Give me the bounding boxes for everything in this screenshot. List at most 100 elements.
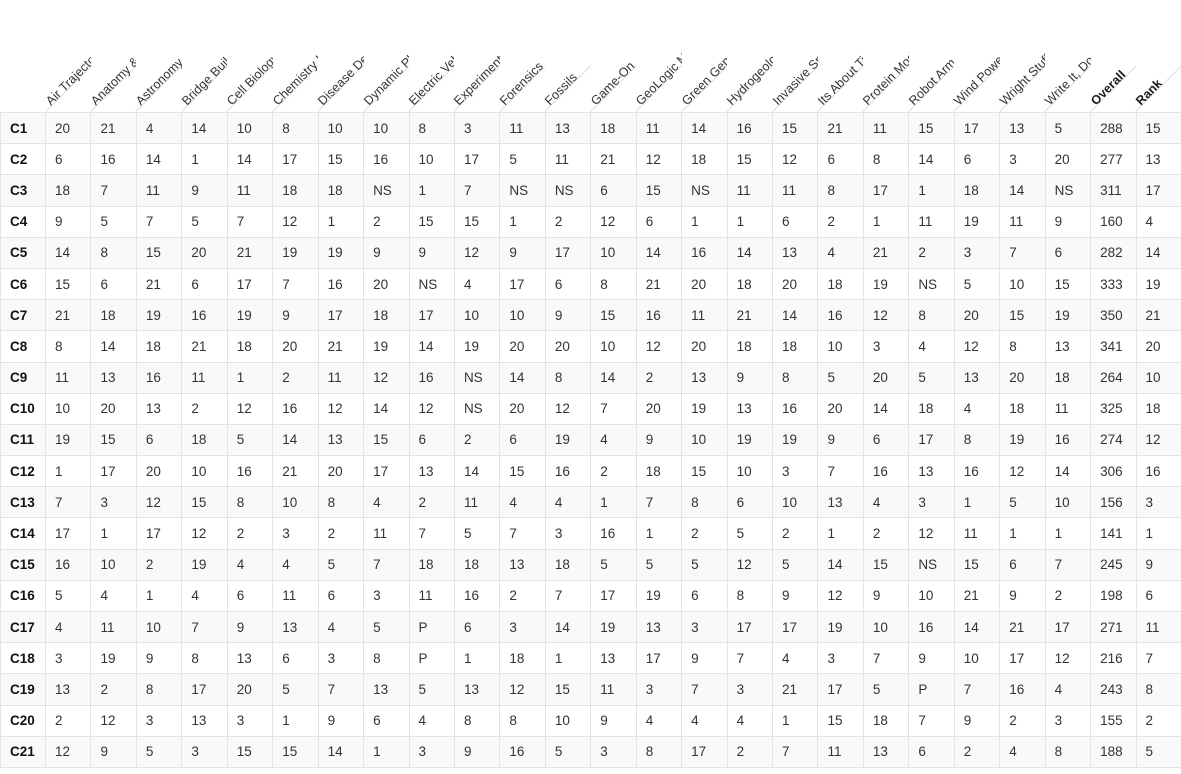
score-cell: 11 [272, 579, 319, 613]
column-header-chemistry-lab[interactable]: Chemistry Lab [270, 0, 385, 113]
column-header-forensics[interactable]: Forensics [497, 0, 612, 113]
row-header-c8[interactable]: C8 [0, 330, 46, 363]
column-header-invasive-species[interactable]: Invasive Species [770, 0, 885, 113]
score-cell: 2 [499, 579, 546, 613]
score-cell: 21 [590, 143, 637, 176]
score-cell: 4 [44, 610, 92, 644]
score-cell: 12 [90, 704, 137, 737]
table-row: C12 1 17 20 10 16 21 20 17 13 14 15 16 2 18 15 10 3 7 16 13 1… [0, 455, 1181, 488]
column-header-label: Fossils [542, 70, 581, 108]
score-cell: NS [453, 361, 501, 394]
score-cell: 14 [590, 361, 637, 394]
score-cell: 17 [544, 236, 592, 269]
score-cell: 20 [499, 330, 546, 363]
score-cell: 11 [226, 174, 274, 207]
score-cell: 4 [408, 704, 455, 737]
row-header-c17[interactable]: C17 [0, 610, 46, 644]
row-header-c16[interactable]: C16 [0, 579, 46, 613]
column-header-electric-vehicle[interactable]: Electric Vehicle [406, 0, 521, 113]
score-cell: 6 [272, 642, 319, 675]
score-cell: 1 [817, 517, 864, 550]
column-header-hydrogeology[interactable]: Hydrogeology [724, 0, 839, 113]
column-header-fossils[interactable]: Fossils [542, 0, 658, 113]
row-header-c6[interactable]: C6 [0, 267, 46, 301]
column-header-geologic-mapping[interactable]: GeoLogic Mapping [633, 0, 748, 113]
row-header-c9[interactable]: C9 [0, 361, 46, 394]
column-header-game-on[interactable]: Game-On [588, 0, 703, 113]
score-cell: 10 [44, 392, 92, 425]
score-cell: 16 [499, 735, 546, 768]
score-cell: 13 [681, 361, 728, 394]
row-header-c15[interactable]: C15 [0, 548, 46, 581]
column-header-wind-power[interactable]: Wind Power [951, 0, 1066, 113]
score-cell: 1 [181, 143, 228, 176]
column-header-astronomy[interactable]: Astronomy [133, 0, 249, 113]
column-header-robot-arm[interactable]: Robot Arm [906, 0, 1021, 113]
score-cell: 20 [862, 361, 910, 394]
score-cell: 21 [726, 299, 774, 332]
score-cell: 14 [226, 143, 274, 176]
column-header-its-about-time[interactable]: Its About Time [815, 0, 930, 113]
score-cell: 13 [499, 548, 546, 581]
score-cell: 19 [590, 610, 637, 644]
score-cell: 5 [1044, 111, 1092, 145]
row-header-c13[interactable]: C13 [0, 486, 46, 519]
score-cell: 21 [317, 330, 365, 363]
score-cell: 4 [635, 704, 683, 737]
score-cell: 13 [544, 111, 592, 145]
score-cell: 243 [1090, 673, 1137, 706]
score-cell: 18 [908, 392, 955, 425]
score-cell: 2 [999, 704, 1046, 737]
score-cell: 1 [1044, 517, 1092, 550]
column-header-bridge-building[interactable]: Bridge Building [179, 0, 294, 113]
score-cell: 19 [226, 299, 274, 332]
score-cell: 16 [408, 361, 455, 394]
column-header-dynamic-planet[interactable]: Dynamic Planet [361, 0, 476, 113]
score-cell: 7 [544, 579, 592, 613]
row-header-c21[interactable]: C21 [0, 735, 46, 768]
score-cell: 10 [817, 330, 864, 363]
column-header-green-generation[interactable]: Green Generation [679, 0, 794, 113]
row-header-c3[interactable]: C3 [0, 174, 46, 207]
row-header-c19[interactable]: C19 [0, 673, 46, 706]
row-header-c14[interactable]: C14 [0, 517, 46, 550]
score-cell: 12 [453, 236, 501, 269]
column-header-disease-detectives[interactable]: Disease Detectives [315, 0, 430, 113]
score-cell: 7 [499, 517, 546, 550]
score-cell: 15 [726, 143, 774, 176]
score-cell: 1 [590, 486, 637, 519]
score-cell: 8 [226, 486, 274, 519]
column-header-rank[interactable]: Rank [1133, 0, 1181, 113]
score-cell: 11 [499, 111, 546, 145]
score-cell: 13 [726, 392, 774, 425]
score-cell: P [408, 610, 455, 644]
column-header-protein-modeling[interactable]: Protein Modeling [860, 0, 976, 113]
row-header-c7[interactable]: C7 [0, 299, 46, 332]
column-header-cell-biology[interactable]: Cell Biology [224, 0, 339, 113]
score-cell: 18 [499, 642, 546, 675]
score-cell: 11 [771, 174, 819, 207]
score-cell: 1 [135, 579, 183, 613]
column-header-air-trajectory[interactable]: Air Trajectory [43, 0, 158, 113]
score-cell: 18 [408, 548, 455, 581]
score-cell: 12 [44, 735, 92, 768]
score-cell: 6 [817, 143, 864, 176]
row-header-c2[interactable]: C2 [0, 143, 46, 176]
row-header-c1[interactable]: C1 [0, 111, 46, 145]
score-cell: 2 [408, 486, 455, 519]
row-header-c4[interactable]: C4 [0, 205, 46, 238]
score-cell: 17 [317, 299, 365, 332]
row-header-c10[interactable]: C10 [0, 392, 46, 425]
row-header-c12[interactable]: C12 [0, 455, 46, 488]
score-cell: 9 [181, 174, 228, 207]
column-header-experimental-design[interactable]: Experimental Design [452, 0, 567, 113]
column-header-write-it-do-it[interactable]: Write It, Do It [1042, 0, 1157, 113]
column-header-anatomy-physiology[interactable]: Anatomy & Physiology [88, 0, 203, 113]
row-header-c11[interactable]: C11 [0, 423, 46, 457]
row-header-c18[interactable]: C18 [0, 642, 46, 675]
column-header-overall[interactable]: Overall [1088, 0, 1181, 113]
score-cell: 10 [726, 455, 774, 488]
column-header-wright-stuff[interactable]: Wright Stuff [997, 0, 1112, 113]
row-header-c20[interactable]: C20 [0, 704, 46, 737]
row-header-c5[interactable]: C5 [0, 236, 46, 269]
